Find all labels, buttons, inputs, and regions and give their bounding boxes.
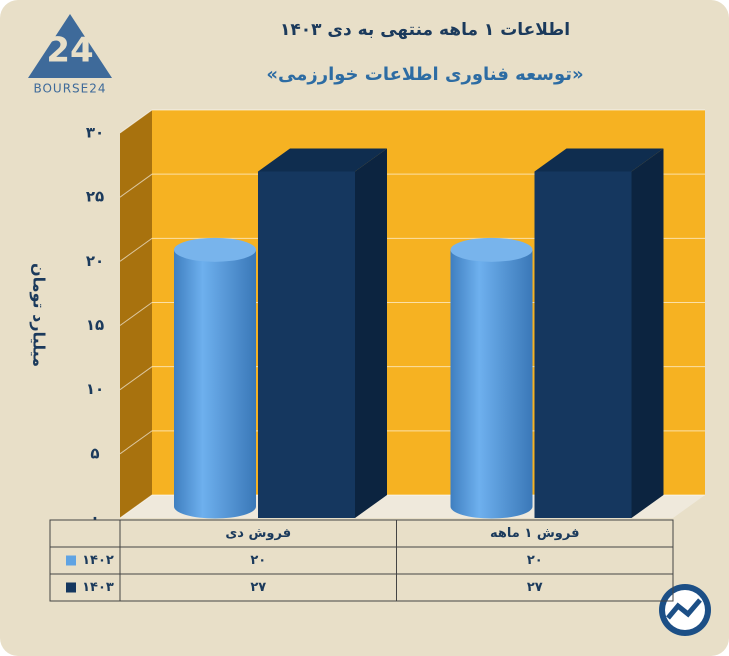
badge (659, 584, 711, 636)
bar (534, 171, 632, 518)
bar-cylinder-top (174, 237, 256, 262)
legend-swatch (66, 582, 76, 593)
y-tick-label: ۵ (90, 444, 99, 462)
bar (258, 171, 355, 518)
x-tick-label: فروش دی (225, 526, 291, 541)
y-tick-label: ۲۰ (86, 252, 104, 270)
grid-line (119, 173, 705, 198)
svg-text:24: 24 (46, 31, 93, 71)
x-tick-label: فروش ۱ ماهه (490, 526, 579, 541)
legend-label: ۱۴۰۳ (82, 580, 114, 595)
y-tick-label: ۳۰ (86, 124, 104, 142)
bar-top (534, 148, 664, 172)
chart-subtitle: «توسعه فناوری اطلاعات خوارزمی» (266, 64, 583, 85)
y-tick-label: ۲۵ (86, 188, 104, 206)
chart-title: اطلاعات ۱ ماهه منتهی به دی ۱۴۰۳ (280, 20, 570, 40)
y-axis-label: میلیارد تومان (30, 263, 49, 367)
bar-top (258, 148, 387, 172)
y-tick-label: ۱۵ (86, 316, 104, 334)
logo: 24 BOURSE24 (28, 14, 112, 96)
legend-label: ۱۴۰۲ (82, 553, 114, 568)
table-value: ۲۷ (250, 580, 266, 595)
grid-line (119, 109, 705, 134)
grid-line (119, 237, 705, 262)
bar-side (631, 148, 664, 518)
table-value: ۲۷ (527, 580, 543, 595)
bar-cylinder (450, 249, 533, 519)
bar-side (355, 148, 387, 518)
bar-cylinder (174, 249, 256, 519)
bar-cylinder-top (450, 237, 533, 262)
legend-swatch (66, 555, 76, 566)
table-value: ۲۰ (527, 553, 543, 568)
table-value: ۲۰ (250, 553, 266, 568)
logo-text: BOURSE24 (33, 82, 106, 96)
y-tick-label: ۰ (90, 509, 99, 527)
y-tick-label: ۱۰ (86, 380, 104, 398)
table (49, 519, 674, 602)
